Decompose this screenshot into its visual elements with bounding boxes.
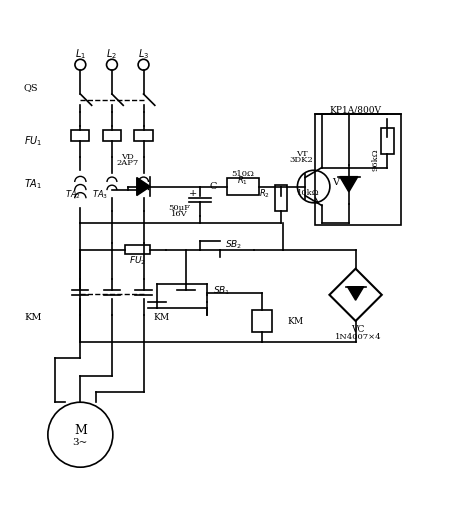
Bar — [252, 310, 272, 332]
Bar — [315, 114, 401, 225]
Text: $TA_2$: $TA_2$ — [64, 189, 81, 201]
Text: $TA_3$: $TA_3$ — [92, 189, 108, 201]
Text: KP1A/800V: KP1A/800V — [330, 105, 382, 114]
Bar — [227, 178, 259, 195]
Text: $R_1$: $R_1$ — [237, 174, 248, 187]
Text: KM: KM — [24, 313, 41, 322]
Bar — [275, 185, 287, 211]
Text: 10kΩ: 10kΩ — [297, 190, 320, 198]
Text: 96kΩ: 96kΩ — [371, 148, 379, 171]
Bar — [125, 245, 150, 254]
Text: 2AP7: 2AP7 — [117, 159, 139, 167]
Text: $TA_1$: $TA_1$ — [24, 177, 42, 191]
Text: $L_1$: $L_1$ — [75, 47, 86, 61]
Text: QS: QS — [24, 83, 39, 92]
Text: +: + — [189, 189, 197, 198]
Text: $L_2$: $L_2$ — [106, 47, 118, 61]
Text: $L_3$: $L_3$ — [138, 47, 149, 61]
Text: $R_2$: $R_2$ — [259, 187, 270, 200]
Text: $FU_2$: $FU_2$ — [129, 255, 146, 267]
Text: $FU_1$: $FU_1$ — [24, 134, 42, 148]
Text: 3DK2: 3DK2 — [290, 156, 313, 165]
Text: 1N4007×4: 1N4007×4 — [335, 333, 381, 341]
Text: VT: VT — [296, 150, 307, 158]
Text: $SB_2$: $SB_2$ — [225, 239, 242, 252]
Text: $SB_1$: $SB_1$ — [213, 284, 231, 297]
Polygon shape — [347, 287, 364, 300]
Text: C: C — [210, 182, 217, 191]
Text: 50μF: 50μF — [168, 204, 191, 212]
Text: M: M — [74, 424, 87, 436]
Text: KM: KM — [288, 318, 304, 327]
Text: VD: VD — [121, 153, 134, 161]
Bar — [381, 129, 394, 153]
Text: 510Ω: 510Ω — [232, 170, 254, 178]
Text: 3~: 3~ — [73, 438, 88, 447]
Text: V: V — [332, 177, 339, 186]
Bar — [103, 130, 121, 141]
Bar — [71, 130, 89, 141]
Polygon shape — [340, 177, 358, 192]
Polygon shape — [137, 177, 150, 195]
Text: KM: KM — [153, 313, 170, 322]
Bar — [134, 130, 153, 141]
Text: 16V: 16V — [171, 210, 188, 218]
Text: VC: VC — [351, 324, 365, 333]
